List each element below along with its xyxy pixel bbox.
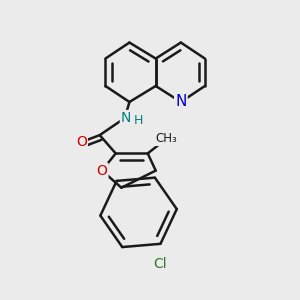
Text: CH₃: CH₃: [155, 132, 177, 145]
Text: H: H: [134, 114, 143, 127]
Text: N: N: [175, 94, 187, 110]
Text: N: N: [121, 111, 131, 125]
Text: Cl: Cl: [154, 257, 167, 272]
Text: O: O: [76, 135, 87, 149]
Text: O: O: [97, 164, 107, 178]
